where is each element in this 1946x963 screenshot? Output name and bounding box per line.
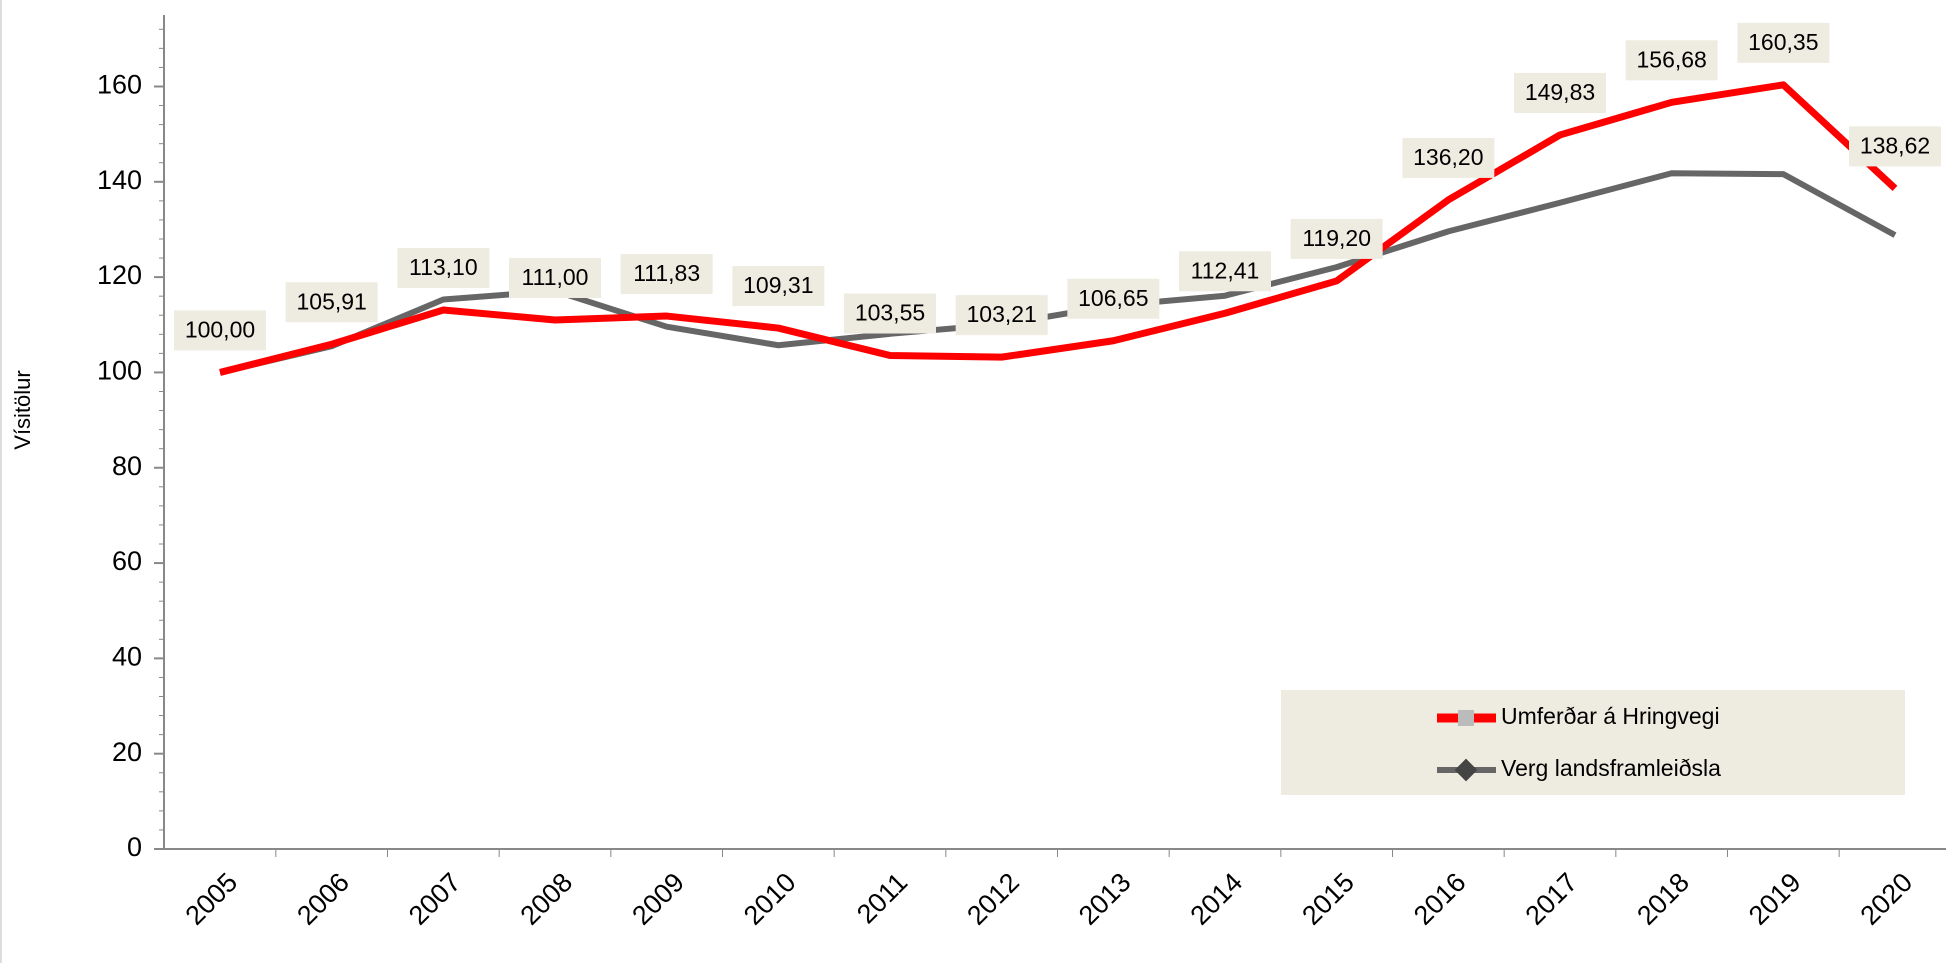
x-tick-label: 2019 <box>1743 867 1807 931</box>
y-tick-label: 140 <box>97 165 142 195</box>
y-tick-label: 120 <box>97 260 142 290</box>
series-line <box>219 81 1898 376</box>
value-label: 103,55 <box>855 300 925 326</box>
value-label-box <box>1067 278 1160 319</box>
value-label-box <box>1849 126 1941 167</box>
value-label-box <box>285 282 378 323</box>
x-tick-label: 2011 <box>851 867 913 929</box>
value-label-box <box>1402 137 1495 178</box>
value-label: 106,65 <box>1078 285 1148 311</box>
value-label: 103,21 <box>966 301 1036 327</box>
value-label-box <box>955 295 1048 336</box>
x-tick-label: 2016 <box>1408 867 1472 931</box>
legend-box <box>1281 690 1905 795</box>
value-label: 112,41 <box>1191 257 1260 283</box>
value-label: 138,62 <box>1860 132 1930 158</box>
y-axis-label: Vísitölur <box>10 370 35 449</box>
x-tick-label: 2010 <box>738 867 802 931</box>
value-label-box <box>509 258 601 299</box>
y-tick-label: 160 <box>97 70 142 100</box>
x-tick-label: 2007 <box>403 867 467 931</box>
y-tick-label: 0 <box>127 832 142 862</box>
x-tick-label: 2009 <box>626 867 690 931</box>
value-label: 111,00 <box>522 264 589 290</box>
value-label: 160,35 <box>1748 29 1818 55</box>
x-tick-label: 2015 <box>1296 867 1360 931</box>
legend-label: Umferðar á Hringvegi <box>1501 703 1720 729</box>
y-tick-label: 80 <box>112 451 142 481</box>
value-label-box <box>1625 40 1718 81</box>
y-tick-label: 20 <box>112 737 142 767</box>
series-line <box>219 170 1897 376</box>
value-label: 119,20 <box>1302 225 1371 251</box>
value-label: 136,20 <box>1413 144 1483 170</box>
y-tick-label: 60 <box>112 546 142 576</box>
value-label-box <box>1514 72 1606 113</box>
legend-label: Verg landsframleiðsla <box>1501 755 1721 781</box>
value-label: 149,83 <box>1525 79 1595 105</box>
value-label: 113,10 <box>409 254 478 280</box>
y-tick-label: 100 <box>97 356 142 386</box>
x-tick-label: 2017 <box>1520 867 1584 931</box>
value-label: 156,68 <box>1636 46 1706 72</box>
value-label-box <box>174 310 266 351</box>
value-label-box <box>844 293 936 334</box>
value-label: 105,91 <box>296 288 366 314</box>
y-tick-label: 40 <box>112 641 142 671</box>
x-tick-label: 2014 <box>1185 867 1249 931</box>
value-label: 111,83 <box>633 260 700 286</box>
value-label-box <box>1737 22 1830 63</box>
value-label-box <box>397 247 490 288</box>
x-tick-label: 2020 <box>1855 867 1919 931</box>
legend-marker <box>1458 710 1474 726</box>
value-label: 109,31 <box>743 272 813 298</box>
value-label: 100,00 <box>185 317 255 343</box>
value-label-box <box>620 254 713 295</box>
x-tick-label: 2005 <box>180 867 244 931</box>
x-tick-label: 2008 <box>515 867 579 931</box>
value-label-box <box>1290 218 1383 259</box>
x-tick-label: 2018 <box>1631 867 1695 931</box>
x-tick-label: 2012 <box>961 867 1025 931</box>
value-label-box <box>1179 251 1271 292</box>
value-label-box <box>732 266 825 307</box>
x-tick-label: 2013 <box>1073 867 1137 931</box>
x-tick-label: 2006 <box>291 867 355 931</box>
legend-marker <box>1454 758 1478 782</box>
